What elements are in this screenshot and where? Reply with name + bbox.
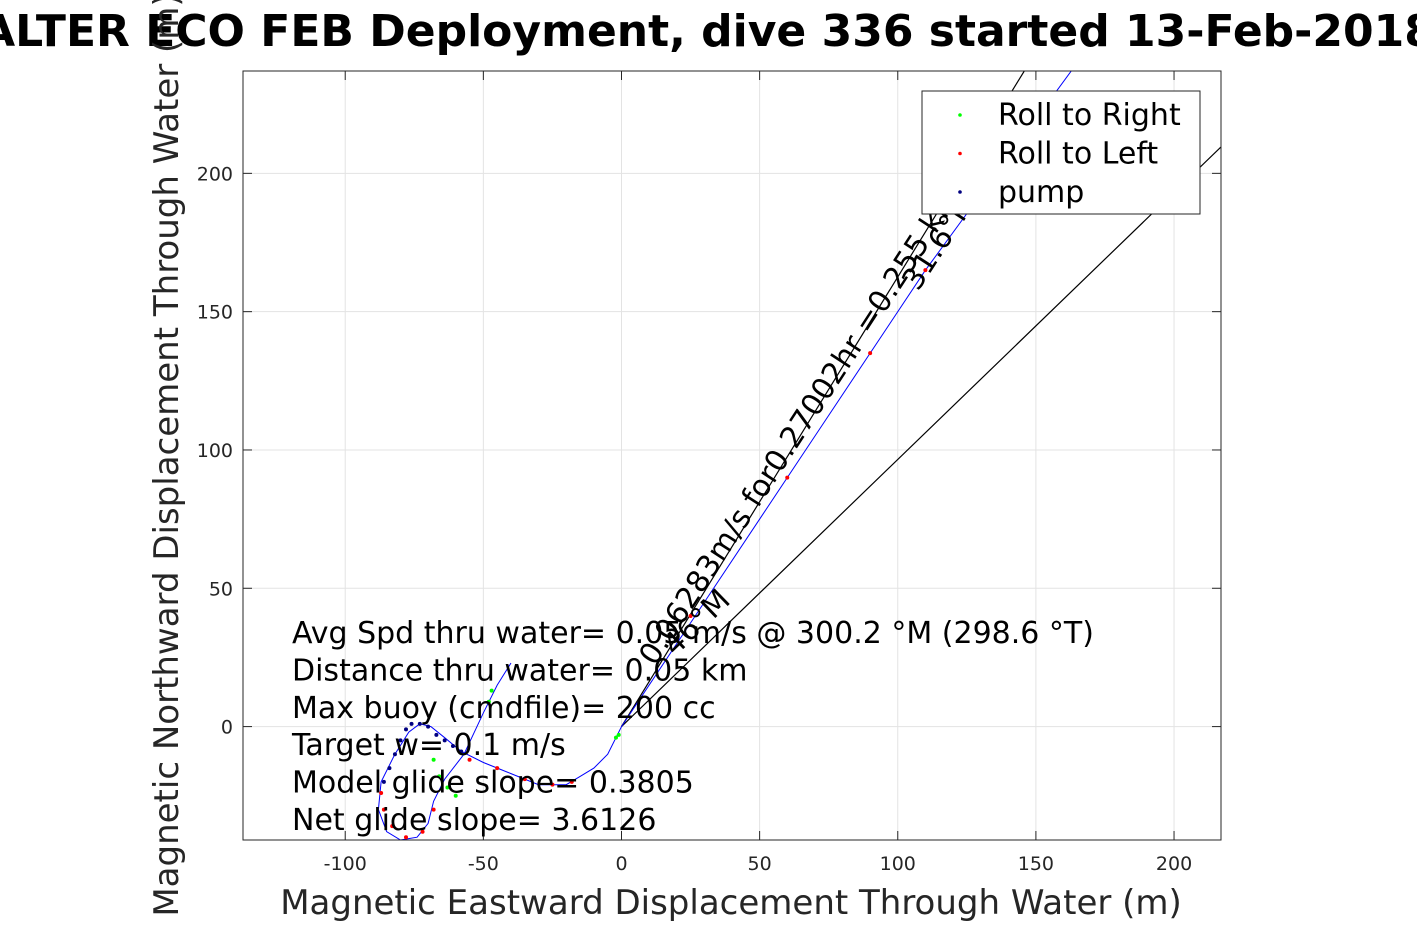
annotation-text: Avg Spd thru water= 0.05 m/s @ 300.2 °M … — [291, 616, 1094, 838]
x-tick-label: 200 — [1156, 853, 1192, 875]
point-roll-to-left — [404, 835, 408, 840]
point-pump — [404, 727, 408, 732]
point-pump — [381, 779, 386, 784]
x-tick-label: 0 — [615, 853, 627, 875]
annotation-line: Target w= 0.1 m/s — [291, 728, 566, 763]
x-tick-label: -50 — [468, 853, 499, 875]
legend-marker — [958, 190, 962, 194]
point-roll-to-left — [390, 824, 395, 829]
x-tick-label: 150 — [1018, 853, 1054, 875]
bearing-line — [620, 71, 1026, 727]
ticks: -100 -50 0 50 100 150 200 0 50 100 150 200 — [197, 71, 1221, 875]
point-roll-to-left — [379, 790, 384, 795]
annotation-line: Net glide slope= 3.6126 — [292, 803, 656, 838]
legend-box — [921, 90, 1201, 215]
point-pump — [387, 766, 392, 771]
point-pump — [450, 743, 455, 748]
plot-frame — [242, 70, 1222, 841]
annotation-line: Model glide slope= 0.3805 — [292, 766, 694, 801]
y-tick-label: 0 — [221, 717, 233, 739]
point-roll-to-right — [489, 688, 494, 693]
x-tick-label: 100 — [880, 853, 916, 875]
legend-label: Roll to Right — [998, 98, 1181, 133]
point-roll-to-right — [437, 774, 442, 779]
x-tick-label: -100 — [324, 853, 367, 875]
point-roll-to-left — [785, 475, 790, 480]
point-roll-to-right — [616, 732, 621, 737]
y-tick-label: 50 — [209, 578, 233, 600]
point-roll-to-right — [431, 757, 436, 762]
legend-label: Roll to Left — [998, 137, 1158, 172]
grid — [243, 71, 1221, 840]
legend-marker — [958, 151, 962, 156]
point-roll-to-right — [486, 699, 491, 704]
legend-label: pump — [998, 175, 1084, 210]
point-pump — [409, 721, 414, 726]
track-line — [377, 71, 1072, 840]
point-pump — [434, 732, 439, 737]
annotation-line: Distance thru water= 0.05 km — [292, 653, 747, 688]
point-pump — [392, 752, 397, 757]
point-roll-to-right — [445, 785, 450, 790]
point-roll-to-left — [495, 766, 500, 771]
y-tick-label: 200 — [197, 163, 233, 185]
point-roll-to-left — [467, 757, 472, 762]
x-tick-label: 50 — [748, 853, 772, 875]
point-roll-to-left — [420, 829, 425, 834]
y-tick-label: 100 — [197, 440, 233, 462]
point-roll-to-left — [431, 807, 436, 812]
legend-marker — [958, 113, 962, 117]
point-pump — [398, 738, 403, 743]
chart-title: ALTER ECO FEB Deployment, dive 336 start… — [0, 6, 1417, 57]
annotation-line: Max buoy (cmdfile)= 200 cc — [292, 691, 716, 726]
point-pump — [442, 738, 447, 743]
point-roll-to-right — [453, 793, 458, 798]
point-roll-to-left — [381, 807, 386, 812]
point-pump — [459, 749, 464, 754]
point-pump — [417, 721, 422, 726]
x-axis-label: Magnetic Eastward Displacement Through W… — [280, 883, 1182, 923]
point-roll-to-left — [868, 351, 873, 356]
point-roll-to-left — [550, 782, 555, 787]
point-roll-to-left — [569, 779, 574, 784]
y-axis-label: Magnetic Northward Displacement Through … — [147, 0, 187, 917]
point-roll-to-right — [613, 735, 618, 740]
point-roll-to-left — [688, 613, 693, 618]
point-roll-to-left — [923, 268, 928, 273]
bearing-line — [621, 146, 1221, 728]
annotation-line: Avg Spd thru water= 0.05 m/s @ 300.2 °M … — [292, 616, 1094, 651]
point-pump — [426, 724, 431, 729]
y-tick-label: 150 — [197, 302, 233, 324]
plot-content — [377, 71, 1221, 840]
point-roll-to-left — [522, 777, 527, 782]
